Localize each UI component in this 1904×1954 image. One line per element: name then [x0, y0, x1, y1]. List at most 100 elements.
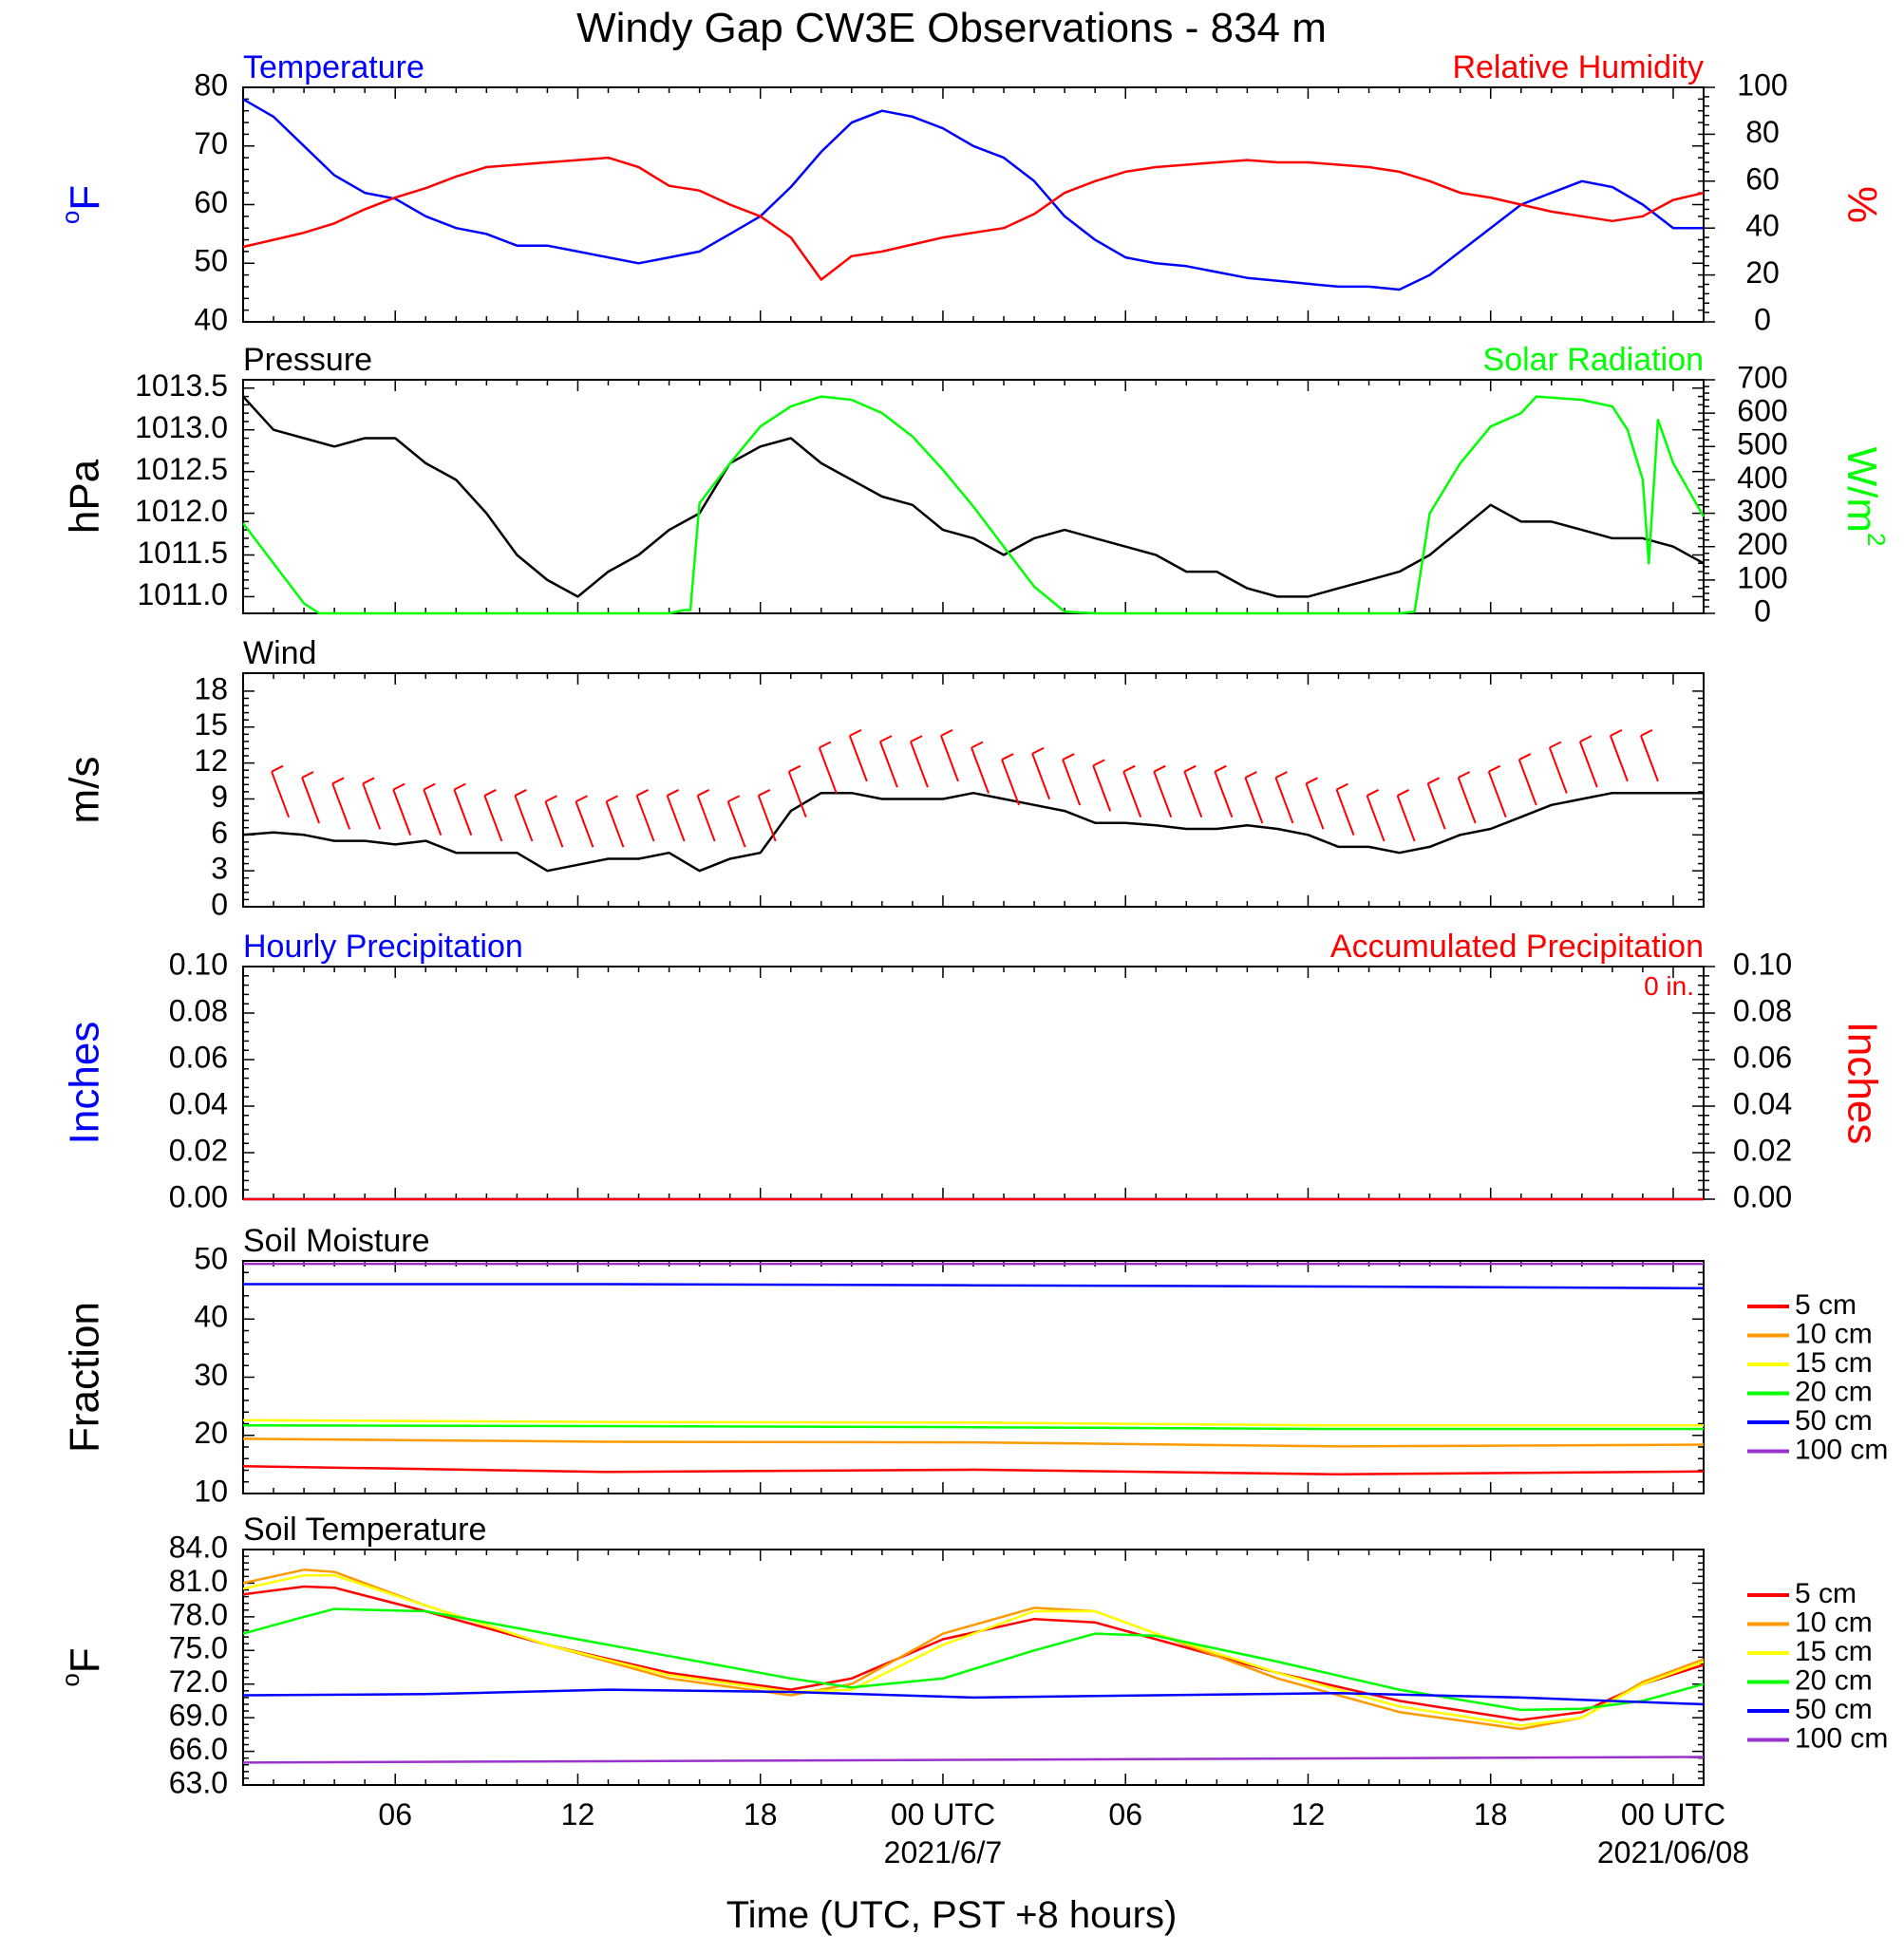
wind-barb-flag	[788, 764, 801, 773]
legend-label-soil-temperature: 15 cm	[1795, 1636, 1873, 1667]
y-tick-label-pressure-solar: 1012.0	[135, 494, 228, 528]
wind-barb-staff	[1001, 759, 1020, 806]
y-axis-right-label-precipitation-group: Inches	[1838, 1022, 1885, 1145]
x-tick-label: 00 UTC	[891, 1797, 995, 1832]
y-axis-right-label-temperature-humidity: %	[1838, 186, 1885, 223]
wind-barb-staff	[1092, 765, 1112, 812]
wind-barb-flag	[423, 782, 436, 791]
panel-frame-wind	[242, 672, 1705, 908]
wind-barb-staff	[940, 735, 959, 782]
wind-barb-staff	[1122, 771, 1142, 818]
wind-barb-staff	[544, 800, 564, 848]
wind-barb-flag	[1092, 759, 1105, 767]
y-right-tick-label-pressure-solar: 0	[1754, 593, 1771, 628]
wind-barb-flag	[483, 789, 497, 797]
wind-barb-staff	[787, 771, 807, 818]
wind-barb-flag	[910, 735, 923, 743]
wind-barb-staff	[1578, 741, 1598, 788]
wind-barb-flag	[667, 789, 680, 797]
panel-left-title-pressure-solar: Pressure	[243, 342, 372, 378]
series-line-pressure-solar-solar	[242, 395, 1706, 615]
panel-right-title-precipitation: Accumulated Precipitation	[1330, 929, 1704, 965]
series-line-soil-temperature-d50	[242, 1688, 1705, 1706]
y-right-tick-label-pressure-solar: 500	[1737, 427, 1787, 461]
series-line-temperature-humidity-temperature	[242, 98, 1704, 291]
y-axis-label-soil-temperature: oF	[56, 1647, 108, 1686]
y-tick-label-temperature-humidity: 40	[194, 302, 228, 336]
panel-right-title-pressure-solar: Solar Radiation	[1483, 342, 1704, 378]
wind-barb-flag	[271, 764, 284, 773]
x-tick-label: 06	[378, 1797, 412, 1832]
panel-left-title-soil-temperature: Soil Temperature	[243, 1512, 486, 1548]
wind-barb-staff	[1062, 759, 1082, 806]
wind-barb-staff	[1396, 795, 1416, 842]
series-line-soil-moisture-d50	[243, 1283, 1705, 1290]
wind-barb-staff	[1548, 747, 1568, 794]
y-right-tick-label-temperature-humidity: 80	[1745, 115, 1780, 149]
y-right-tick-label-pressure-solar: 200	[1737, 527, 1787, 561]
wind-barb-staff	[1274, 777, 1294, 824]
y-right-tick-label-pressure-solar: 700	[1737, 360, 1787, 394]
panel-temperature-humidity: 40 50 60 70 80 0 20 40 60 80 100 Temperature Relativ…	[56, 49, 1886, 336]
wind-barb-flag	[1579, 735, 1593, 743]
y-axis-label-soil-temperature-degree: o	[56, 1673, 85, 1686]
wind-barb-flag	[1397, 789, 1410, 797]
wind-barb-flag	[1214, 764, 1227, 773]
y-right-tick-label-temperature-humidity: 20	[1745, 255, 1780, 290]
y-axis-right-label-pressure-solar-unit: W/m	[1838, 447, 1885, 533]
y-tick-label-wind: 0	[211, 887, 228, 921]
panel-right-title-temperature-humidity: Relative Humidity	[1452, 49, 1704, 85]
y-tick-label-soil-temperature: 69.0	[169, 1699, 228, 1733]
wind-barb-flag	[1306, 777, 1318, 785]
y-tick-label-soil-moisture: 20	[194, 1416, 228, 1450]
y-axis-label-soil-temperature-group: oF	[56, 1647, 108, 1686]
wind-barb-flag	[1336, 782, 1348, 791]
wind-barb-flag	[940, 728, 953, 737]
panel-left-title-temperature-humidity: Temperature	[243, 49, 424, 85]
y-tick-label-precipitation: 0.00	[169, 1179, 228, 1213]
y-axis-right-label-pressure-solar: W/m2	[1838, 447, 1891, 547]
wind-barb-staff	[1244, 777, 1264, 824]
wind-barb-staff	[726, 800, 746, 848]
wind-barb-flag	[849, 728, 862, 737]
wind-barb-staff	[453, 789, 473, 836]
y-tick-label-temperature-humidity: 70	[194, 126, 228, 160]
y-tick-label-wind: 18	[194, 671, 228, 705]
wind-barb-staff	[605, 800, 625, 848]
wind-barb-flag	[1153, 764, 1166, 773]
wind-barb-staff	[271, 771, 290, 818]
wind-barb-staff	[1457, 777, 1477, 824]
wind-barb-staff	[1214, 771, 1234, 818]
chart-title: Windy Gap CW3E Observations - 834 m	[576, 5, 1327, 51]
wind-barb-staff	[1305, 782, 1325, 830]
wind-barb-flag	[697, 789, 710, 797]
x-tick-label: 18	[744, 1797, 778, 1832]
y-axis-right-label-pressure-solar-exponent: 2	[1862, 533, 1891, 546]
wind-barb-flag	[819, 741, 832, 749]
wind-barb-flag	[1062, 753, 1075, 761]
y-tick-label-soil-temperature: 72.0	[169, 1664, 228, 1699]
y-axis-label-pressure-solar-group: hPa	[62, 459, 108, 534]
y-tick-label-soil-temperature: 84.0	[169, 1530, 228, 1564]
y-tick-label-pressure-solar: 1013.0	[135, 410, 228, 444]
wind-barb-flag	[362, 777, 375, 785]
wind-barb-staff	[878, 741, 898, 788]
series-line-soil-temperature-d15	[242, 1573, 1705, 1727]
y-tick-label-pressure-solar: 1011.5	[138, 535, 229, 570]
legend-label-soil-moisture: 50 cm	[1795, 1405, 1873, 1437]
wind-barb-flag	[606, 795, 618, 803]
wind-barb-staff	[1640, 735, 1659, 782]
y-axis-label-temperature-humidity-degree: o	[56, 211, 85, 224]
x-tick-label: 12	[1291, 1797, 1326, 1832]
wind-barb-staff	[483, 795, 503, 842]
wind-barb-flag	[1640, 728, 1653, 737]
wind-barb-staff	[848, 735, 868, 782]
wind-barb-staff	[1609, 735, 1629, 782]
wind-barb-staff	[1426, 782, 1446, 830]
panel-left-title-wind: Wind	[243, 635, 316, 671]
wind-barb-flag	[1001, 753, 1014, 761]
wind-barb-staff	[392, 789, 412, 836]
